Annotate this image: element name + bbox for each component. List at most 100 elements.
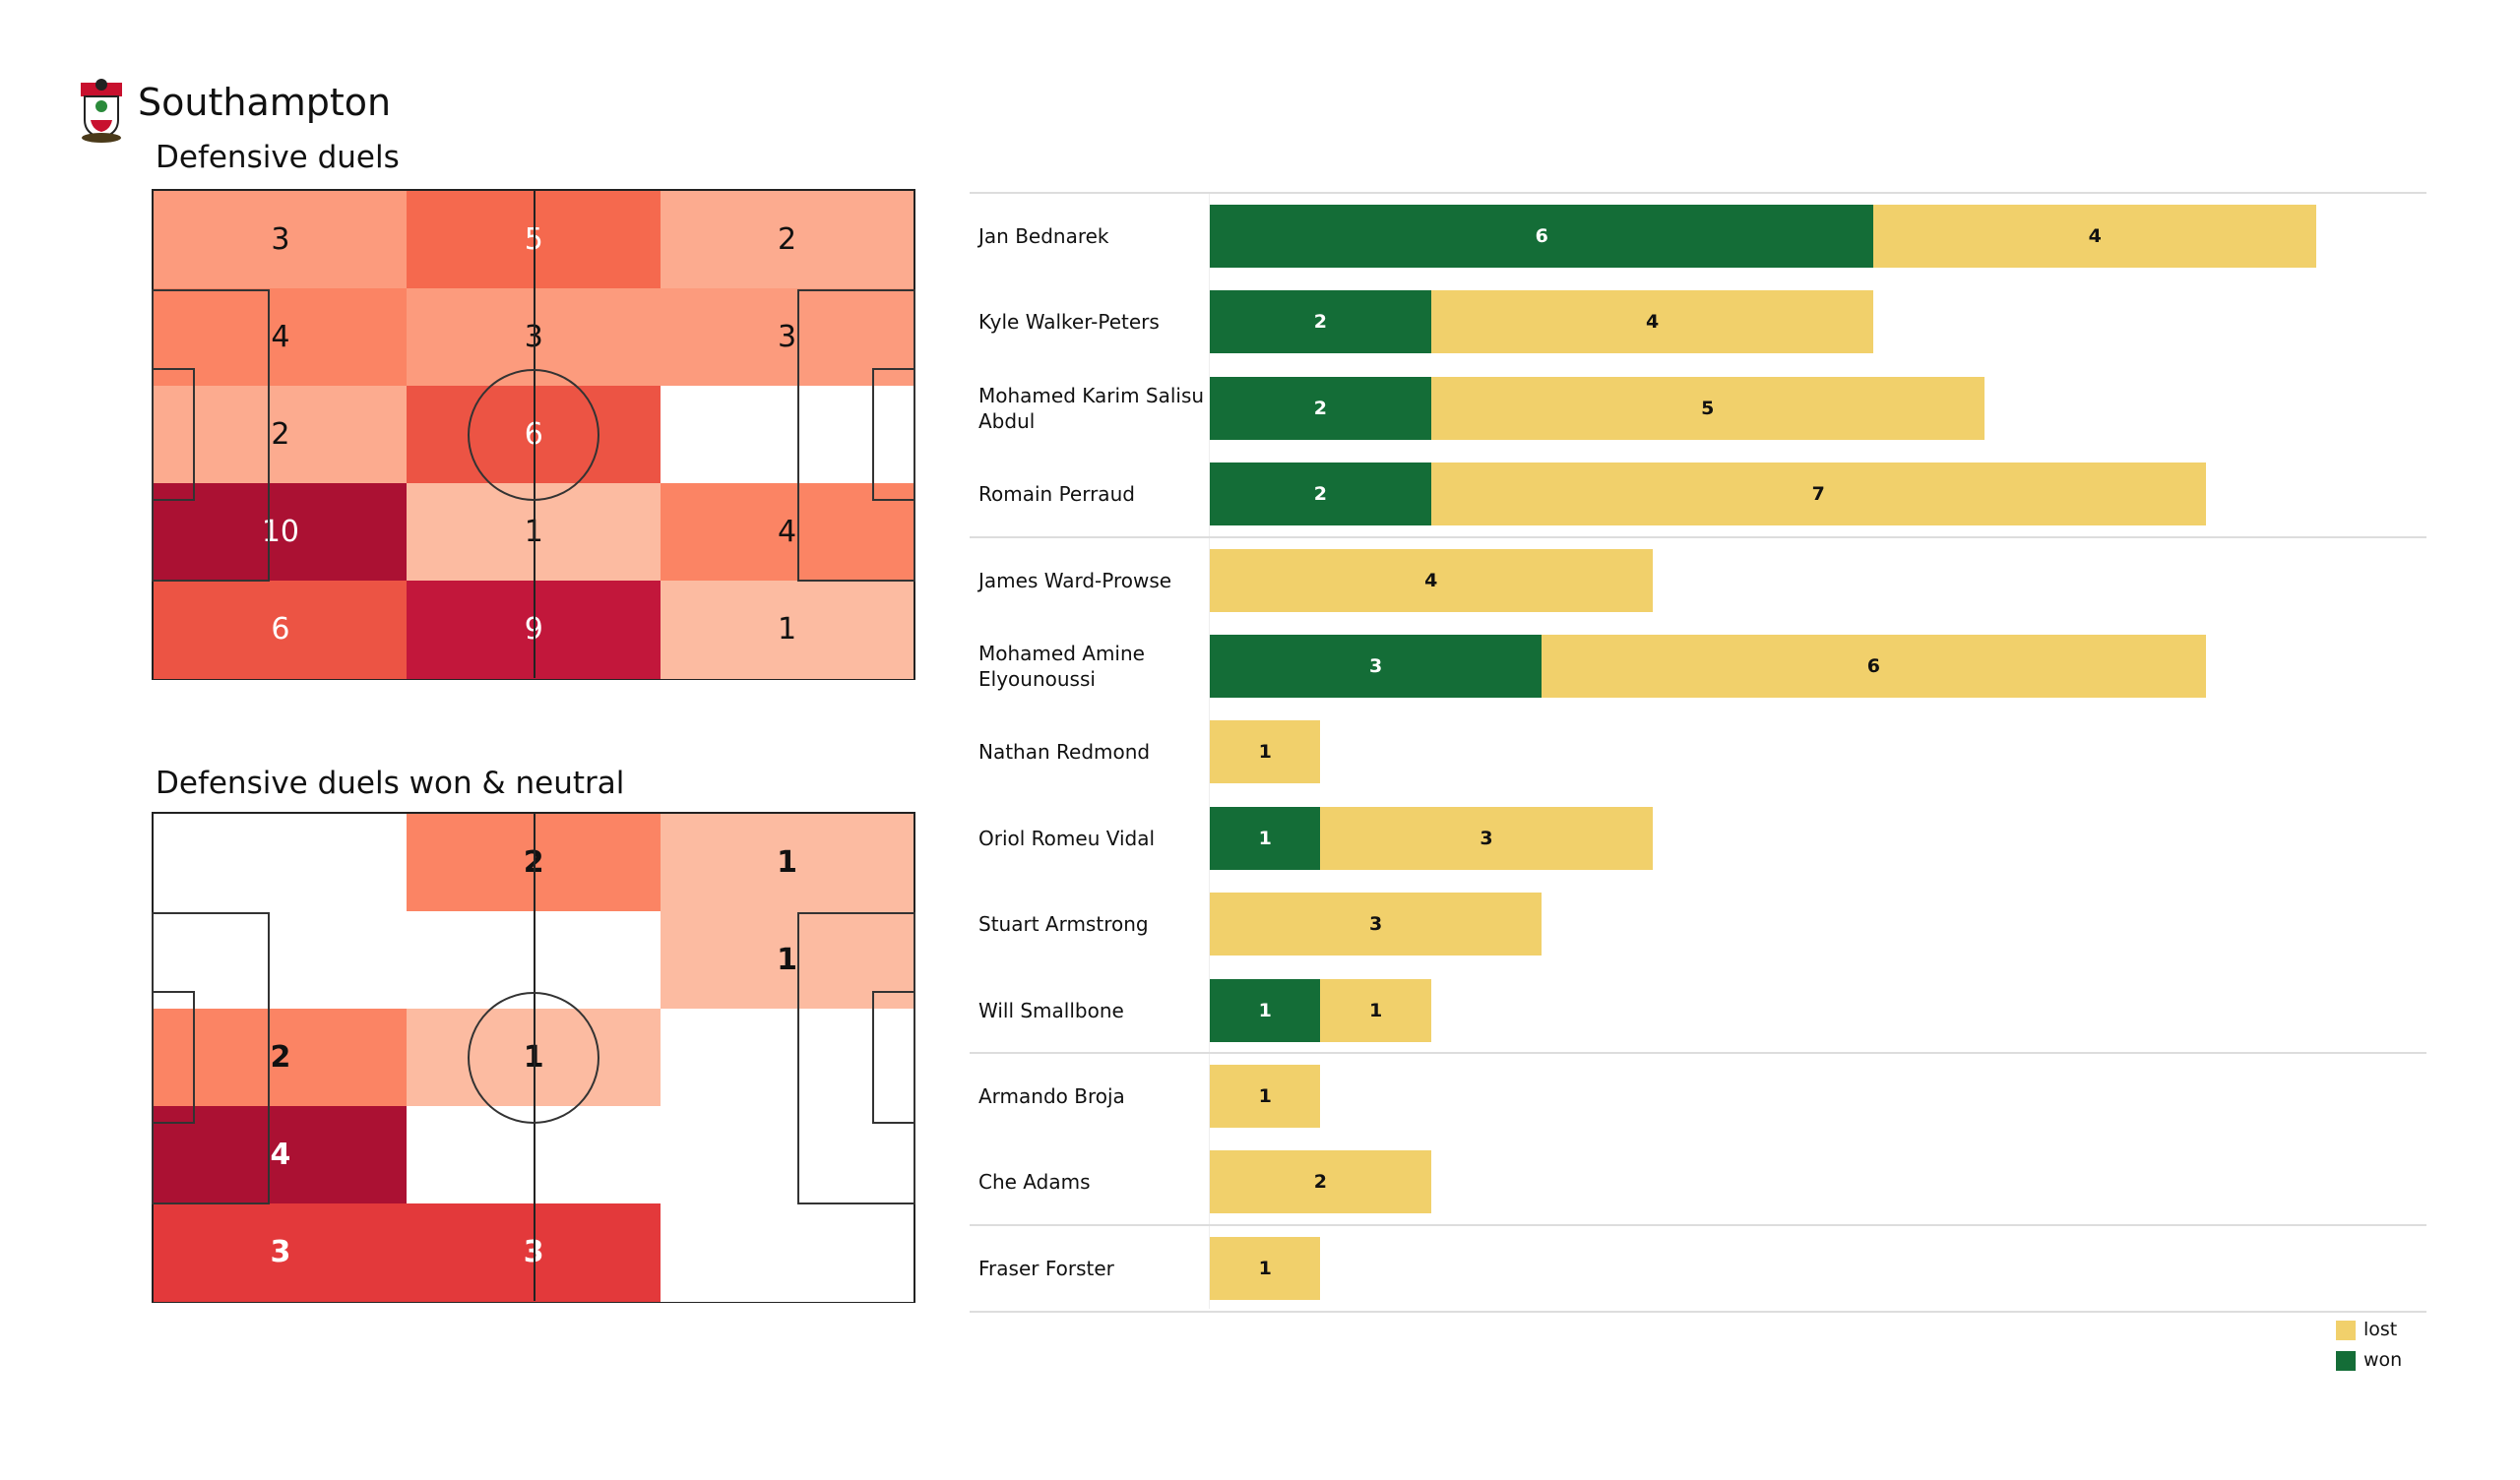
heatmap-value: 4 [778,515,797,550]
heatmap-title-won-neutral: Defensive duels won & neutral [156,766,625,801]
heatmap-value: 3 [271,222,290,258]
separator [970,1052,2426,1055]
bar-won: 1 [1210,806,1321,870]
heatmap-cell: 1 [660,814,914,912]
heatmap-cell: 4 [660,483,914,582]
bar-value-label: 1 [1258,741,1272,764]
bar-value-label: 1 [1258,827,1272,849]
heatmap-cell: 1 [660,911,914,1010]
bar-value-label: 1 [1258,1085,1272,1107]
southampton-crest-icon [73,77,130,144]
legend-label-lost: lost [2363,1319,2398,1340]
heatmap-cell: 2 [154,386,408,484]
bar-value-label: 4 [1424,569,1438,591]
team-name: Southampton [138,81,392,124]
heatmap-cell [154,911,408,1010]
heatmap-value: 3 [270,1235,291,1270]
bar-value-label: 2 [1313,483,1328,506]
bar-lost: 1 [1320,978,1431,1042]
bar-lost: 3 [1210,893,1543,956]
bar-value-label: 7 [1811,483,1825,506]
bar-lost: 4 [1873,205,2316,268]
heatmap-cell: 10 [154,483,408,582]
bar-value-label: 1 [1258,999,1272,1021]
bar-won: 3 [1210,635,1543,698]
player-name: Stuart Armstrong [978,912,1149,937]
separator [970,535,2426,538]
heatmap-value: 1 [777,943,797,978]
pitch-heatmap-defensive-duels: 3 5 2 4 3 3 2 6 10 1 4 6 9 1 [152,189,915,680]
bar-value-label: 2 [1313,1171,1328,1194]
heatmap-cell [154,814,408,912]
heatmap-value: 2 [778,222,797,258]
heatmap-cell [660,1009,914,1107]
bar-lost: 4 [1210,548,1653,612]
center-circle [468,991,599,1124]
bar-lost: 1 [1210,720,1321,784]
bar-won: 2 [1210,376,1431,440]
bar-lost: 1 [1210,1065,1321,1128]
separator [970,1310,2426,1313]
bar-lost: 2 [1210,1150,1431,1214]
heatmap-cell: 4 [154,288,408,387]
center-circle [468,368,599,501]
bar-value-label: 3 [1368,913,1383,936]
bar-lost: 4 [1430,290,1874,354]
bar-lost: 5 [1430,376,1984,440]
bar-lost: 1 [1210,1236,1321,1300]
bar-value-label: 2 [1313,311,1328,334]
heatmap-value: 2 [270,1040,291,1076]
heatmap-cell: 6 [154,581,408,679]
player-name: Armando Broja [978,1084,1125,1108]
player-name: Will Smallbone [978,998,1124,1022]
player-name: James Ward-Prowse [978,568,1172,592]
bar-won: 2 [1210,462,1431,526]
heatmap-cell: 3 [154,191,408,289]
bar-won: 2 [1210,290,1431,354]
player-name: Che Adams [978,1170,1091,1195]
player-name: Romain Perraud [978,482,1135,507]
bar-won: 1 [1210,978,1321,1042]
bar-value-label: 6 [1535,225,1548,247]
heatmap-cell: 2 [154,1009,408,1107]
heatmap-cell: 3 [660,288,914,387]
bar-value-label: 5 [1701,397,1715,419]
heatmap-cell [660,386,914,484]
bar-axis-line [1209,192,1210,1309]
heatmap-title-defensive-duels: Defensive duels [156,140,400,175]
bar-value-label: 3 [1368,655,1383,677]
player-name: Fraser Forster [978,1256,1114,1280]
bar-lost: 6 [1542,635,2206,698]
heatmap-value: 2 [271,417,290,453]
heatmap-value: 4 [271,320,290,355]
heatmap-cell: 1 [660,581,914,679]
separator [970,1224,2426,1227]
legend-label-won: won [2363,1349,2403,1371]
player-name: Mohamed Amine Elyounoussi [978,642,1145,691]
legend-swatch-won [2336,1351,2356,1371]
bar-lost: 7 [1430,462,2206,526]
heatmap-value: 6 [271,612,290,648]
player-name: Mohamed Karim Salisu Abdul [978,383,1205,433]
heatmap-cell: 4 [154,1106,408,1204]
bar-value-label: 1 [1258,1257,1272,1279]
player-name: Nathan Redmond [978,740,1151,765]
player-name: Jan Bednarek [978,224,1109,248]
separator [970,192,2426,194]
bar-value-label: 2 [1313,397,1328,419]
player-name: Kyle Walker-Peters [978,310,1160,335]
heatmap-value: 1 [778,612,797,648]
heatmap-cell: 3 [154,1203,408,1302]
player-name: Oriol Romeu Vidal [978,826,1156,850]
heatmap-value: 1 [777,845,797,881]
bar-won: 6 [1210,205,1874,268]
heatmap-value: 4 [270,1138,291,1173]
bar-value-label: 3 [1480,827,1493,849]
heatmap-value: 10 [261,515,299,550]
heatmap-cell [660,1106,914,1204]
heatmap-cell [660,1203,914,1302]
bar-value-label: 4 [2088,225,2102,247]
bar-value-label: 4 [1645,311,1660,334]
